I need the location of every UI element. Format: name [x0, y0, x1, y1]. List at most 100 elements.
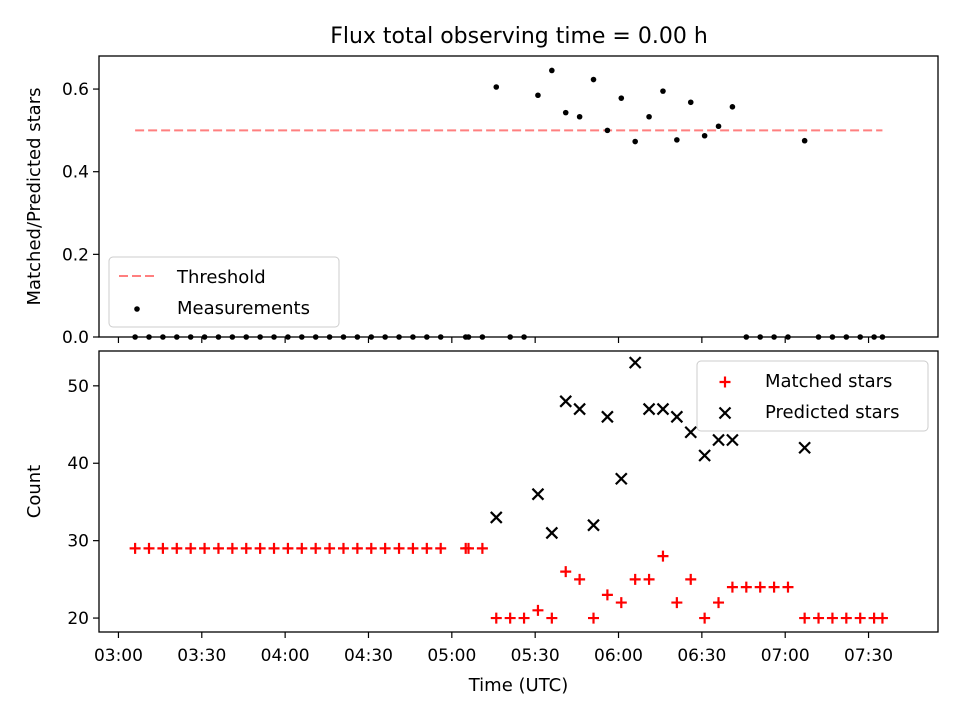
matched-stars-point [337, 542, 349, 554]
matched-stars-point [282, 542, 294, 554]
predicted-stars-point [670, 410, 684, 424]
x-tick-label: 06:00 [594, 646, 643, 666]
y-tick-label: 40 [67, 454, 89, 474]
predicted-stars-point [573, 402, 586, 416]
legend-label-predicted-stars: Predicted stars [765, 402, 899, 423]
predicted-stars-point [628, 356, 642, 369]
matched-stars-point [799, 612, 811, 624]
measurements-point [660, 88, 666, 94]
measurements-point [604, 127, 611, 134]
matched-stars-point [393, 542, 405, 554]
legend-handle-predicted-stars [718, 406, 732, 420]
x-tick-label: 06:30 [677, 646, 726, 666]
matched-stars-point [826, 612, 838, 624]
y-tick-label: 50 [67, 377, 89, 397]
matched-stars-point [518, 612, 530, 624]
measurements-point [562, 109, 569, 116]
figure-title: Flux total observing time = 0.00 h [330, 24, 708, 49]
y-tick-label: 20 [67, 609, 89, 629]
matched-stars-point [643, 573, 655, 585]
measurements-point [576, 113, 583, 120]
matched-stars-point [379, 542, 391, 554]
matched-stars-point [813, 612, 825, 624]
bottom-panel-y-axis-label: Count [24, 465, 45, 518]
measurements-point [715, 123, 722, 130]
matched-stars-point [876, 612, 888, 624]
matched-stars-point [185, 542, 197, 554]
matched-stars-point [254, 542, 266, 554]
matched-stars-point [699, 612, 711, 624]
legend-label-measurements: Measurements [177, 298, 310, 319]
x-tick-label: 03:00 [94, 646, 143, 666]
x-tick-label: 05:00 [427, 646, 476, 666]
predicted-stars-point [615, 472, 628, 486]
measurements-point [729, 104, 736, 110]
matched-stars-point [574, 573, 586, 585]
predicted-stars-point [798, 441, 811, 455]
matched-stars-point [657, 550, 669, 562]
measurements-point [535, 92, 541, 99]
predicted-stars-point [531, 487, 545, 501]
matched-stars-point [268, 542, 280, 554]
matched-stars-point [310, 542, 322, 554]
top-panel-legend: Threshold Measurements [108, 256, 340, 328]
top-panel-frame [98, 55, 939, 338]
matched-stars-point [490, 612, 502, 624]
matched-stars-point [199, 542, 211, 554]
matched-stars-point [713, 597, 725, 609]
predicted-stars-point [684, 426, 698, 439]
measurements-point [801, 137, 808, 144]
matched-stars-point [615, 597, 627, 609]
predicted-stars-point [601, 410, 614, 424]
legend-box [696, 360, 929, 432]
top-panel-y-axis-label: Matched/Predicted stars [24, 88, 45, 306]
measurements-point [632, 138, 638, 145]
x-tick-label: 07:00 [761, 646, 810, 666]
matched-stars-point [421, 542, 433, 554]
bottom-panel-frame [98, 350, 939, 633]
matched-stars-point [629, 573, 641, 585]
matched-stars-point [588, 612, 600, 624]
predicted-stars-point [587, 518, 600, 532]
matched-stars-point [324, 542, 336, 554]
matched-stars-point [740, 581, 752, 593]
matched-stars-point [840, 612, 852, 624]
matched-stars-point [407, 542, 419, 554]
predicted-stars-point [656, 402, 670, 416]
bottom-panel-marks [129, 356, 888, 624]
legend-label-threshold: Threshold [176, 267, 266, 288]
bottom-panel-legend: Matched stars Predicted stars [696, 360, 929, 432]
matched-stars-point [532, 604, 544, 616]
y-tick-label: 30 [67, 532, 89, 552]
x-tick-label: 04:00 [261, 646, 310, 666]
measurements-point [493, 84, 500, 90]
predicted-stars-point [712, 433, 725, 447]
measurements-point [701, 132, 708, 139]
legend-handle-matched-stars [719, 376, 731, 388]
top-panel: 0.0 0.2 0.4 0.6 Matched/Predicted stars Thr… [24, 55, 939, 348]
matched-stars-point [171, 542, 183, 554]
matched-stars-point [129, 542, 141, 554]
measurements-point [674, 137, 680, 143]
matched-stars-point [560, 566, 572, 578]
y-tick-label: 0.6 [62, 80, 89, 100]
matched-stars-point [476, 542, 488, 554]
x-tick-label: 05:30 [511, 646, 560, 666]
measurements-point [590, 76, 597, 83]
matched-stars-point [240, 542, 252, 554]
matched-stars-point [296, 542, 308, 554]
matched-stars-point [351, 542, 363, 554]
matched-stars-point [212, 542, 224, 554]
matched-stars-point [671, 597, 683, 609]
matched-stars-point [685, 573, 697, 585]
matched-stars-point [462, 542, 474, 554]
matched-stars-point [226, 542, 238, 554]
matched-stars-point [365, 542, 377, 554]
matched-stars-point [601, 589, 613, 601]
y-tick-label: 0.0 [62, 328, 89, 348]
predicted-stars-point [642, 402, 656, 416]
x-tick-label: 07:30 [844, 646, 893, 666]
top-panel-ticks: 0.0 0.2 0.4 0.6 [62, 80, 870, 348]
